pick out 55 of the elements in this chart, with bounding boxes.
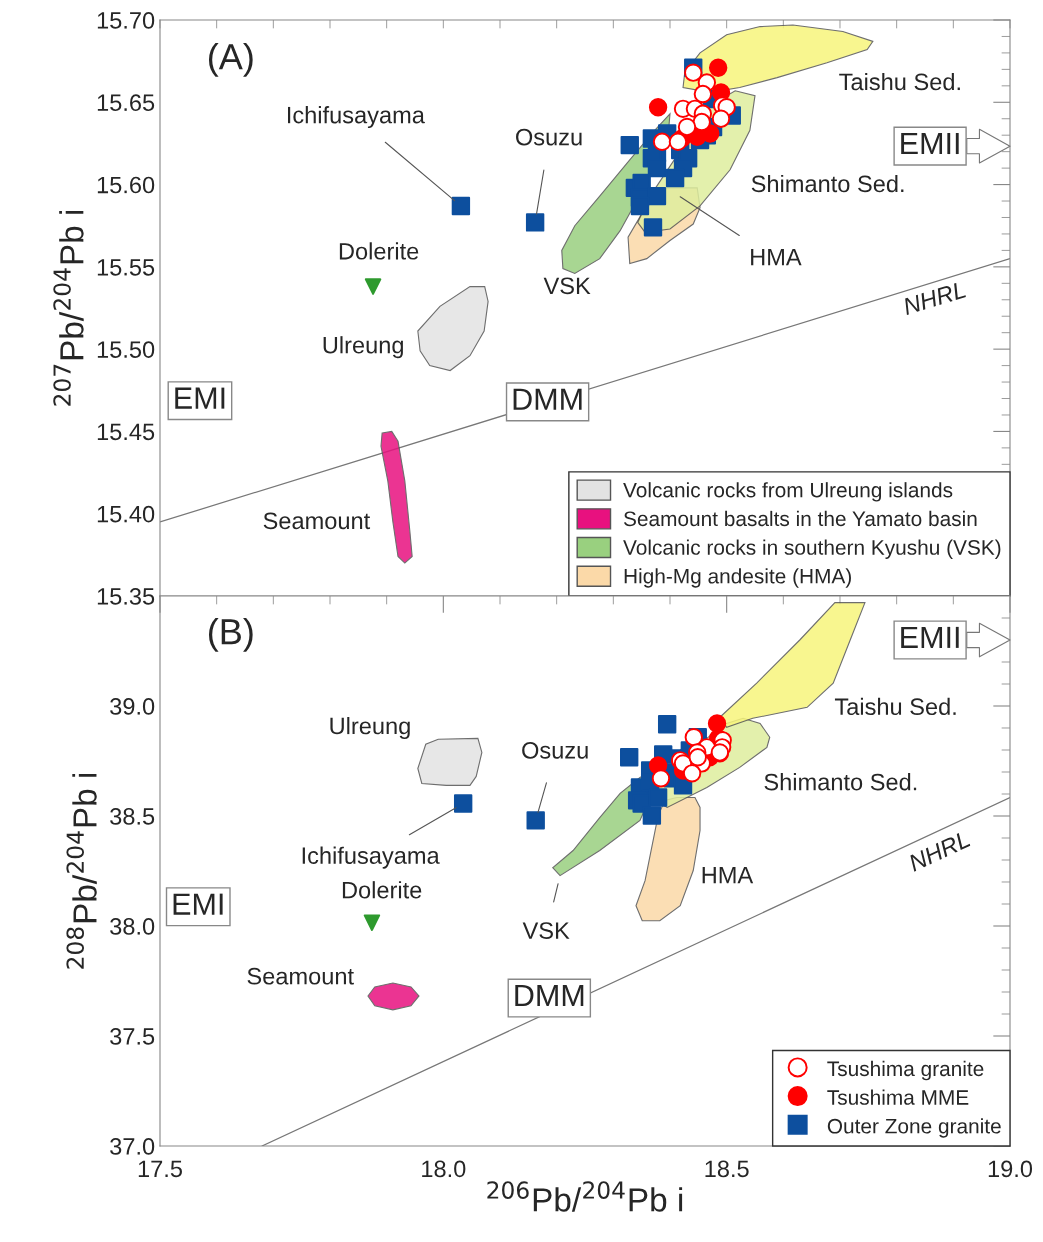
annotation: HMA (702, 866, 754, 884)
y-tick-label: 38.0 (110, 918, 155, 935)
annotation: Dolerite (339, 242, 419, 260)
annotation: EMI (175, 387, 225, 409)
y-axis-title: $^{208}$Pb/$^{204}$Pb i (66, 773, 97, 969)
annotation: NHRL (907, 830, 971, 872)
legend-label: Seamount basalts in the Yamato basin (623, 510, 977, 527)
annotation: Seamount (247, 967, 354, 985)
legend-label: Outer Zone granite (827, 1118, 1001, 1138)
y-tick-label: 37.5 (110, 1028, 155, 1045)
legend-label: Tsushima MME (827, 1089, 969, 1105)
x-tick-label: 18.0 (422, 1160, 466, 1178)
legend-label: Volcanic rocks from Ulreung islands (623, 482, 953, 502)
annotation: Ichifusayama (302, 846, 440, 869)
y-axis-title: $^{207}$Pb/$^{204}$Pb i (53, 210, 84, 406)
y-tick-label: 15.50 (97, 341, 155, 358)
annotation: Seamount (263, 512, 371, 530)
legend-label: Volcanic rocks in southern Kyushu (VSK) (623, 539, 1001, 559)
annotation: Ichifusayama (287, 106, 425, 129)
y-tick-label: 15.60 (97, 176, 155, 194)
annotation: Taishu Sed. (834, 697, 956, 716)
annotation: VSK (543, 277, 591, 295)
annotation: DMM (515, 984, 584, 1006)
y-tick-label: 38.5 (110, 808, 155, 825)
annotation: EMII (901, 133, 959, 155)
y-tick-label: 15.65 (97, 94, 155, 112)
x-tick-label: 19.0 (988, 1160, 1033, 1178)
annotation: Ulreung (323, 336, 403, 359)
y-tick-label: 15.45 (97, 423, 155, 441)
annotation: Osuzu (516, 128, 582, 146)
x-tick-label: 17.5 (138, 1160, 182, 1178)
annotation: EMI (173, 893, 223, 915)
annotation: Taishu Sed. (839, 72, 960, 91)
annotation: HMA (751, 248, 802, 266)
annotation: Ulreung (330, 716, 410, 740)
annotation: Osuzu (522, 741, 588, 759)
y-tick-label: 15.35 (97, 588, 155, 605)
annotation: EMII (901, 626, 959, 648)
annotation: DMM (513, 388, 582, 410)
x-axis-title: $^{206}$Pb/$^{204}$Pb i (487, 1181, 683, 1212)
y-tick-label: 37.0 (110, 1138, 155, 1155)
annotation: Shimanto Sed. (751, 174, 904, 193)
y-tick-label: 39.0 (110, 698, 155, 715)
text: (B) (208, 618, 253, 652)
annotation: NHRL (902, 281, 967, 315)
legend-label: High-Mg andesite (HMA) (624, 568, 851, 588)
annotation: Dolerite (342, 881, 422, 899)
y-tick-label: 15.70 (97, 12, 155, 29)
annotation: VSK (522, 922, 570, 939)
text: (A) (208, 43, 253, 77)
y-tick-label: 15.40 (97, 505, 155, 523)
annotation: Shimanto Sed. (764, 773, 917, 791)
y-tick-label: 15.55 (97, 259, 155, 276)
legend-label: Tsushima granite (827, 1060, 984, 1081)
x-tick-label: 18.5 (705, 1160, 749, 1178)
